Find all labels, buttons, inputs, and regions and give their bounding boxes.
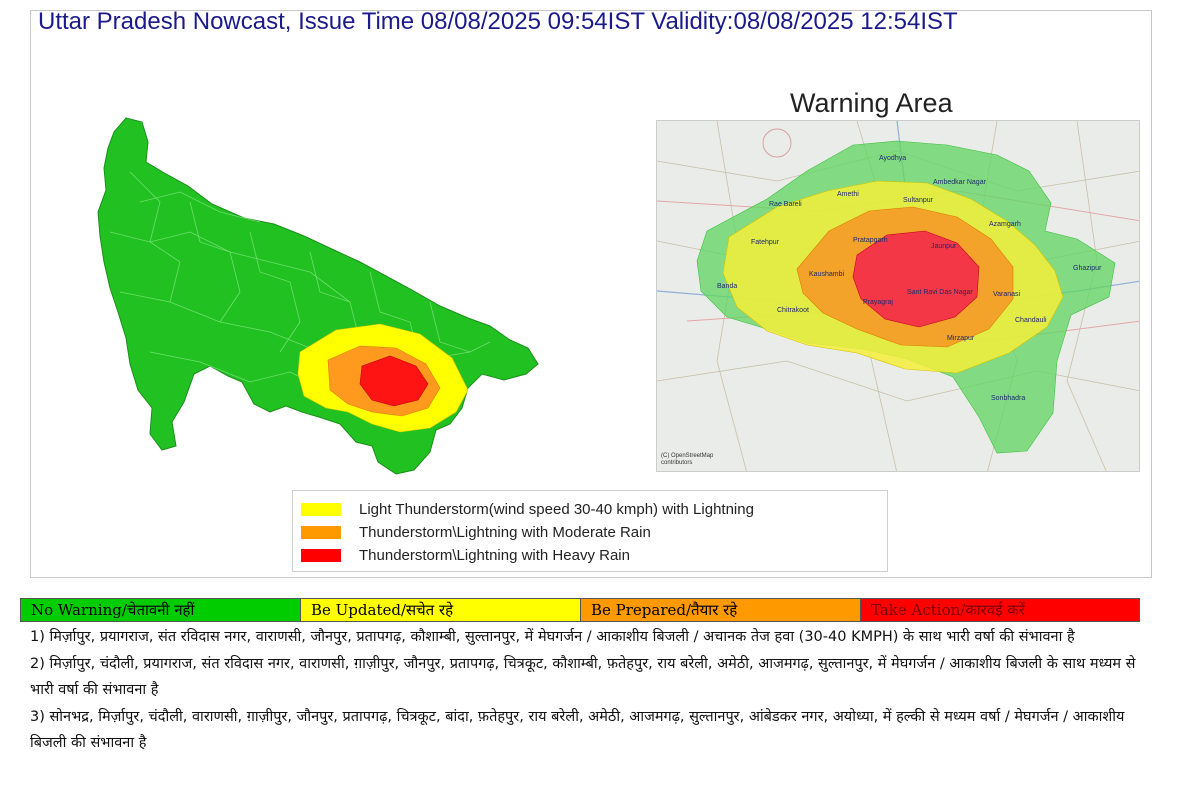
map-legend: Light Thunderstorm(wind speed 30-40 kmph… — [292, 490, 888, 572]
place-mirzapur: Mirzapur — [947, 335, 975, 342]
page-title: Uttar Pradesh Nowcast, Issue Time 08/08/… — [38, 8, 958, 35]
legend-item-heavy: Thunderstorm\Lightning with Heavy Rain — [301, 545, 630, 565]
place-pratapgarh: Pratapgarh — [853, 237, 888, 244]
bulletin-text: 1) मिर्ज़ापुर, प्रयागराज, संत रविदास नगर… — [30, 624, 1160, 757]
legend-item-light: Light Thunderstorm(wind speed 30-40 kmph… — [301, 499, 754, 519]
osm-attribution: (C) OpenStreetMap contributors — [661, 453, 714, 466]
place-chitrakoot: Chitrakoot — [777, 307, 809, 314]
place-ayodhya: Ayodhya — [879, 155, 907, 162]
place-kaushambi: Kaushambi — [809, 271, 845, 278]
place-ghazipur: Ghazipur — [1073, 265, 1102, 272]
place-fatehpur: Fatehpur — [751, 239, 780, 246]
legend-swatch-yellow — [301, 502, 341, 516]
level-no-warning: No Warning/चेतावनी नहीं — [21, 599, 301, 621]
level-be-prepared: Be Prepared/तैयार रहे — [581, 599, 861, 621]
legend-swatch-orange — [301, 525, 341, 539]
place-azamgarh: Azamgarh — [989, 221, 1021, 228]
place-jaunpur: Jaunpur — [931, 243, 957, 250]
warning-area-title: Warning Area — [790, 88, 953, 118]
legend-item-moderate: Thunderstorm\Lightning with Moderate Rai… — [301, 522, 651, 542]
legend-label: Thunderstorm\Lightning with Heavy Rain — [359, 546, 630, 564]
place-varanasi: Varanasi — [993, 291, 1021, 298]
place-sant-ravi-das-nagar: Sant Ravi Das Nagar — [907, 289, 973, 296]
place-rae-bareli: Rae Bareli — [769, 201, 802, 208]
place-prayagraj: Prayagraj — [863, 299, 893, 306]
red-warning-zone — [359, 355, 429, 407]
place-sultanpur: Sultanpur — [903, 197, 933, 204]
legend-label: Thunderstorm\Lightning with Moderate Rai… — [359, 523, 651, 541]
bulletin-item-1: 1) मिर्ज़ापुर, प्रयागराज, संत रविदास नगर… — [30, 629, 1075, 645]
red-zone — [852, 230, 980, 328]
place-sonbhadra: Sonbhadra — [991, 395, 1026, 402]
legend-label: Light Thunderstorm(wind speed 30-40 kmph… — [359, 500, 754, 518]
place-chandauli: Chandauli — [1015, 317, 1047, 324]
warning-level-bar: No Warning/चेतावनी नहीं Be Updated/सचेत … — [20, 598, 1140, 622]
warning-area-base — [657, 121, 1139, 471]
legend-swatch-red — [301, 548, 341, 562]
up-state-shape — [97, 117, 539, 475]
place-banda: Banda — [717, 283, 738, 290]
place-ambedkar-nagar: Ambedkar Nagar — [933, 179, 986, 186]
level-take-action: Take Action/कारवई करें — [861, 599, 1139, 621]
bulletin-item-3: 3) सोनभद्र, मिर्ज़ापुर, चंदौली, वाराणसी,… — [30, 708, 1125, 752]
place-amethi: Amethi — [837, 191, 859, 198]
warning-area-map: Ayodhya Ambedkar Nagar Amethi Sultanpur … — [656, 120, 1140, 472]
level-be-updated: Be Updated/सचेत रहे — [301, 599, 581, 621]
nowcast-frame — [30, 10, 1152, 578]
up-state-map — [97, 117, 539, 475]
bulletin-item-2: 2) मिर्ज़ापुर, चंदौली, प्रयागराज, संत रव… — [30, 655, 1136, 699]
